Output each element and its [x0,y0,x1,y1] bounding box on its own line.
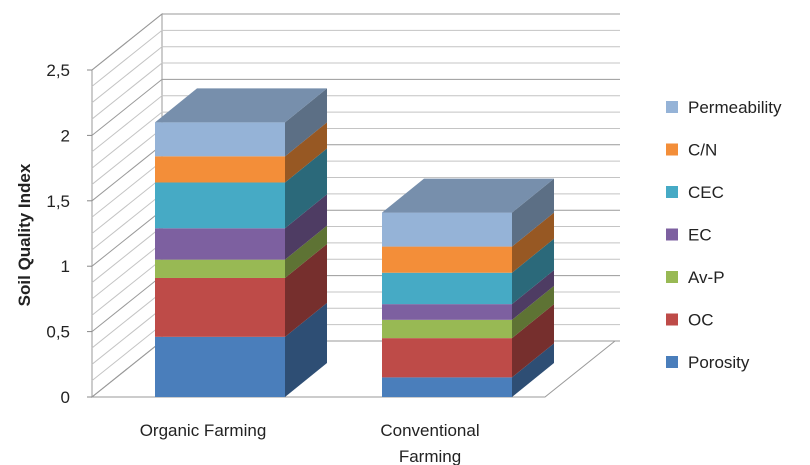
legend-item: Porosity [666,353,750,372]
y-tick-label: 2,5 [46,61,70,80]
bar-segment-side [285,243,327,337]
legend-swatch [666,356,678,368]
bar-segment [155,182,285,229]
bar-segment [382,319,512,339]
bar-segment [382,246,512,273]
bar-segment-side [512,270,554,320]
bar-segment [382,272,512,305]
legend-swatch [666,186,678,198]
bar-segment-side [285,194,327,260]
legend-swatch [666,271,678,283]
legend-item: Av-P [666,268,725,287]
bar-segment-side [512,178,554,247]
bar-segment-side [512,285,554,339]
legend: Permeability C/N CEC EC Av-P OC Porosity [666,98,782,372]
bar-segment [155,156,285,183]
bar-segment-side [285,302,327,397]
legend-swatch [666,313,678,326]
legend-label: Permeability [688,98,782,117]
legend-swatch [666,101,678,113]
y-axis-ticks: 0 0,5 1 1,5 2 2,5 [46,61,92,407]
legend-label: OC [688,311,714,330]
bar-segment [155,259,285,278]
legend-swatch [666,143,678,156]
y-tick-label: 1 [61,257,70,276]
gridline-minor [91,62,620,120]
bar-segment-side [512,343,554,397]
gridline-major [91,78,620,136]
y-tick-label: 0,5 [46,323,70,342]
legend-item: CEC [666,183,724,202]
gridline-minor [91,29,620,87]
bar-top-face [155,88,327,123]
legend-label: Porosity [688,353,750,372]
legend-label: CEC [688,183,724,202]
legend-item: EC [666,226,712,245]
bar-segment-side [285,88,327,157]
bar-stack [382,178,554,397]
bar-segment-side [512,238,554,305]
bar-segment [155,122,285,157]
gridline-minor [91,95,620,153]
x-axis-ticks: Organic Farming Conventional Farming [140,421,480,465]
y-tick-label: 0 [61,388,70,407]
bar-top-face [382,178,554,213]
bar-segment-side [512,304,554,378]
y-tick-label: 2 [61,126,70,145]
bar-segment-side [285,225,327,278]
legend-item: C/N [666,141,717,160]
gridline-minor [91,46,620,104]
bars [155,88,554,397]
bar-segment [382,377,512,397]
y-tick-label: 1,5 [46,192,70,211]
gridline-major [91,13,620,71]
y-axis-label: Soil Quality Index [15,163,34,306]
bar-segment [382,212,512,247]
bar-segment [382,304,512,320]
legend-item: OC [666,311,714,330]
bar-segment-side [285,148,327,229]
gridline-minor [91,111,620,169]
bar-segment [382,338,512,378]
legend-label: EC [688,226,712,245]
bar-segment [155,228,285,260]
bar-segment-side [512,212,554,273]
bar-segment [155,336,285,397]
x-tick-label: Organic Farming [140,421,267,440]
legend-label: Av-P [688,268,725,287]
bar-segment [155,277,285,337]
x-tick-label: Conventional Farming [380,421,479,465]
bar-segment-side [285,122,327,183]
bar-stack [155,88,327,397]
legend-swatch [666,228,678,241]
legend-label: C/N [688,141,717,160]
legend-item: Permeability [666,98,782,117]
